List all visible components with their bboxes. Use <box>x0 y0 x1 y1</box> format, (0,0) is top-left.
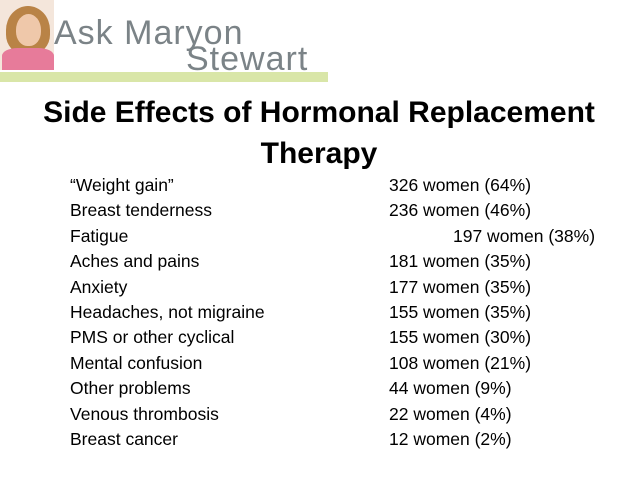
row-value: 44 women (9%) <box>389 378 512 399</box>
row-label: Aches and pains <box>70 251 200 272</box>
row-value: 181 women (35%) <box>389 251 532 272</box>
row-label: Mental confusion <box>70 352 203 373</box>
page-title: Side Effects of Hormonal Replacement The… <box>43 96 595 170</box>
table-row: Headaches, not migraine 155 women (35%) <box>70 300 630 325</box>
row-label: Other problems <box>70 378 191 399</box>
table-row: Breast cancer 12 women (2%) <box>70 427 630 452</box>
row-value: 155 women (30%) <box>389 327 532 348</box>
table-row: Aches and pains 181 women (35%) <box>70 249 630 274</box>
row-label: Fatigue <box>70 225 129 246</box>
table-row: “Weight gain” 326 women (64%) <box>70 173 630 198</box>
table-row: Mental confusion 108 women (21%) <box>70 351 630 376</box>
table-row: Venous thrombosis 22 women (4%) <box>70 402 630 427</box>
author-photo <box>0 0 54 70</box>
row-label: Breast tenderness <box>70 200 213 221</box>
side-effects-table: “Weight gain” 326 women (64%) Breast ten… <box>70 173 630 452</box>
photo-shirt <box>2 48 54 70</box>
row-label: Anxiety <box>70 276 128 297</box>
row-value: 177 women (35%) <box>389 276 532 297</box>
row-value: 326 women (64%) <box>389 175 532 195</box>
row-label: Breast cancer <box>70 428 178 449</box>
row-label: Headaches, not migraine <box>70 301 265 322</box>
table-row: Anxiety 177 women (35%) <box>70 275 630 300</box>
table-row: Breast tenderness 236 women (46%) <box>70 198 630 223</box>
table-row: Fatigue 197 women (38%) <box>70 224 630 249</box>
row-label: Venous thrombosis <box>70 403 219 424</box>
photo-face <box>16 14 41 46</box>
logo-line-2: Stewart <box>186 40 309 78</box>
table-row: Other problems 44 women (9%) <box>70 376 630 401</box>
row-value: 155 women (35%) <box>389 301 532 322</box>
row-value: 108 women (21%) <box>389 352 532 373</box>
row-label: “Weight gain” <box>70 175 174 195</box>
row-value: 12 women (2%) <box>389 428 512 449</box>
logo-line-1: Ask Maryon <box>54 14 244 52</box>
row-value: 236 women (46%) <box>389 200 532 221</box>
table-row: PMS or other cyclical 155 women (30%) <box>70 325 630 350</box>
row-value: 197 women (38%) <box>453 225 596 246</box>
row-value: 22 women (4%) <box>389 403 512 424</box>
header-logo-area <box>0 0 328 72</box>
row-label: PMS or other cyclical <box>70 327 235 348</box>
